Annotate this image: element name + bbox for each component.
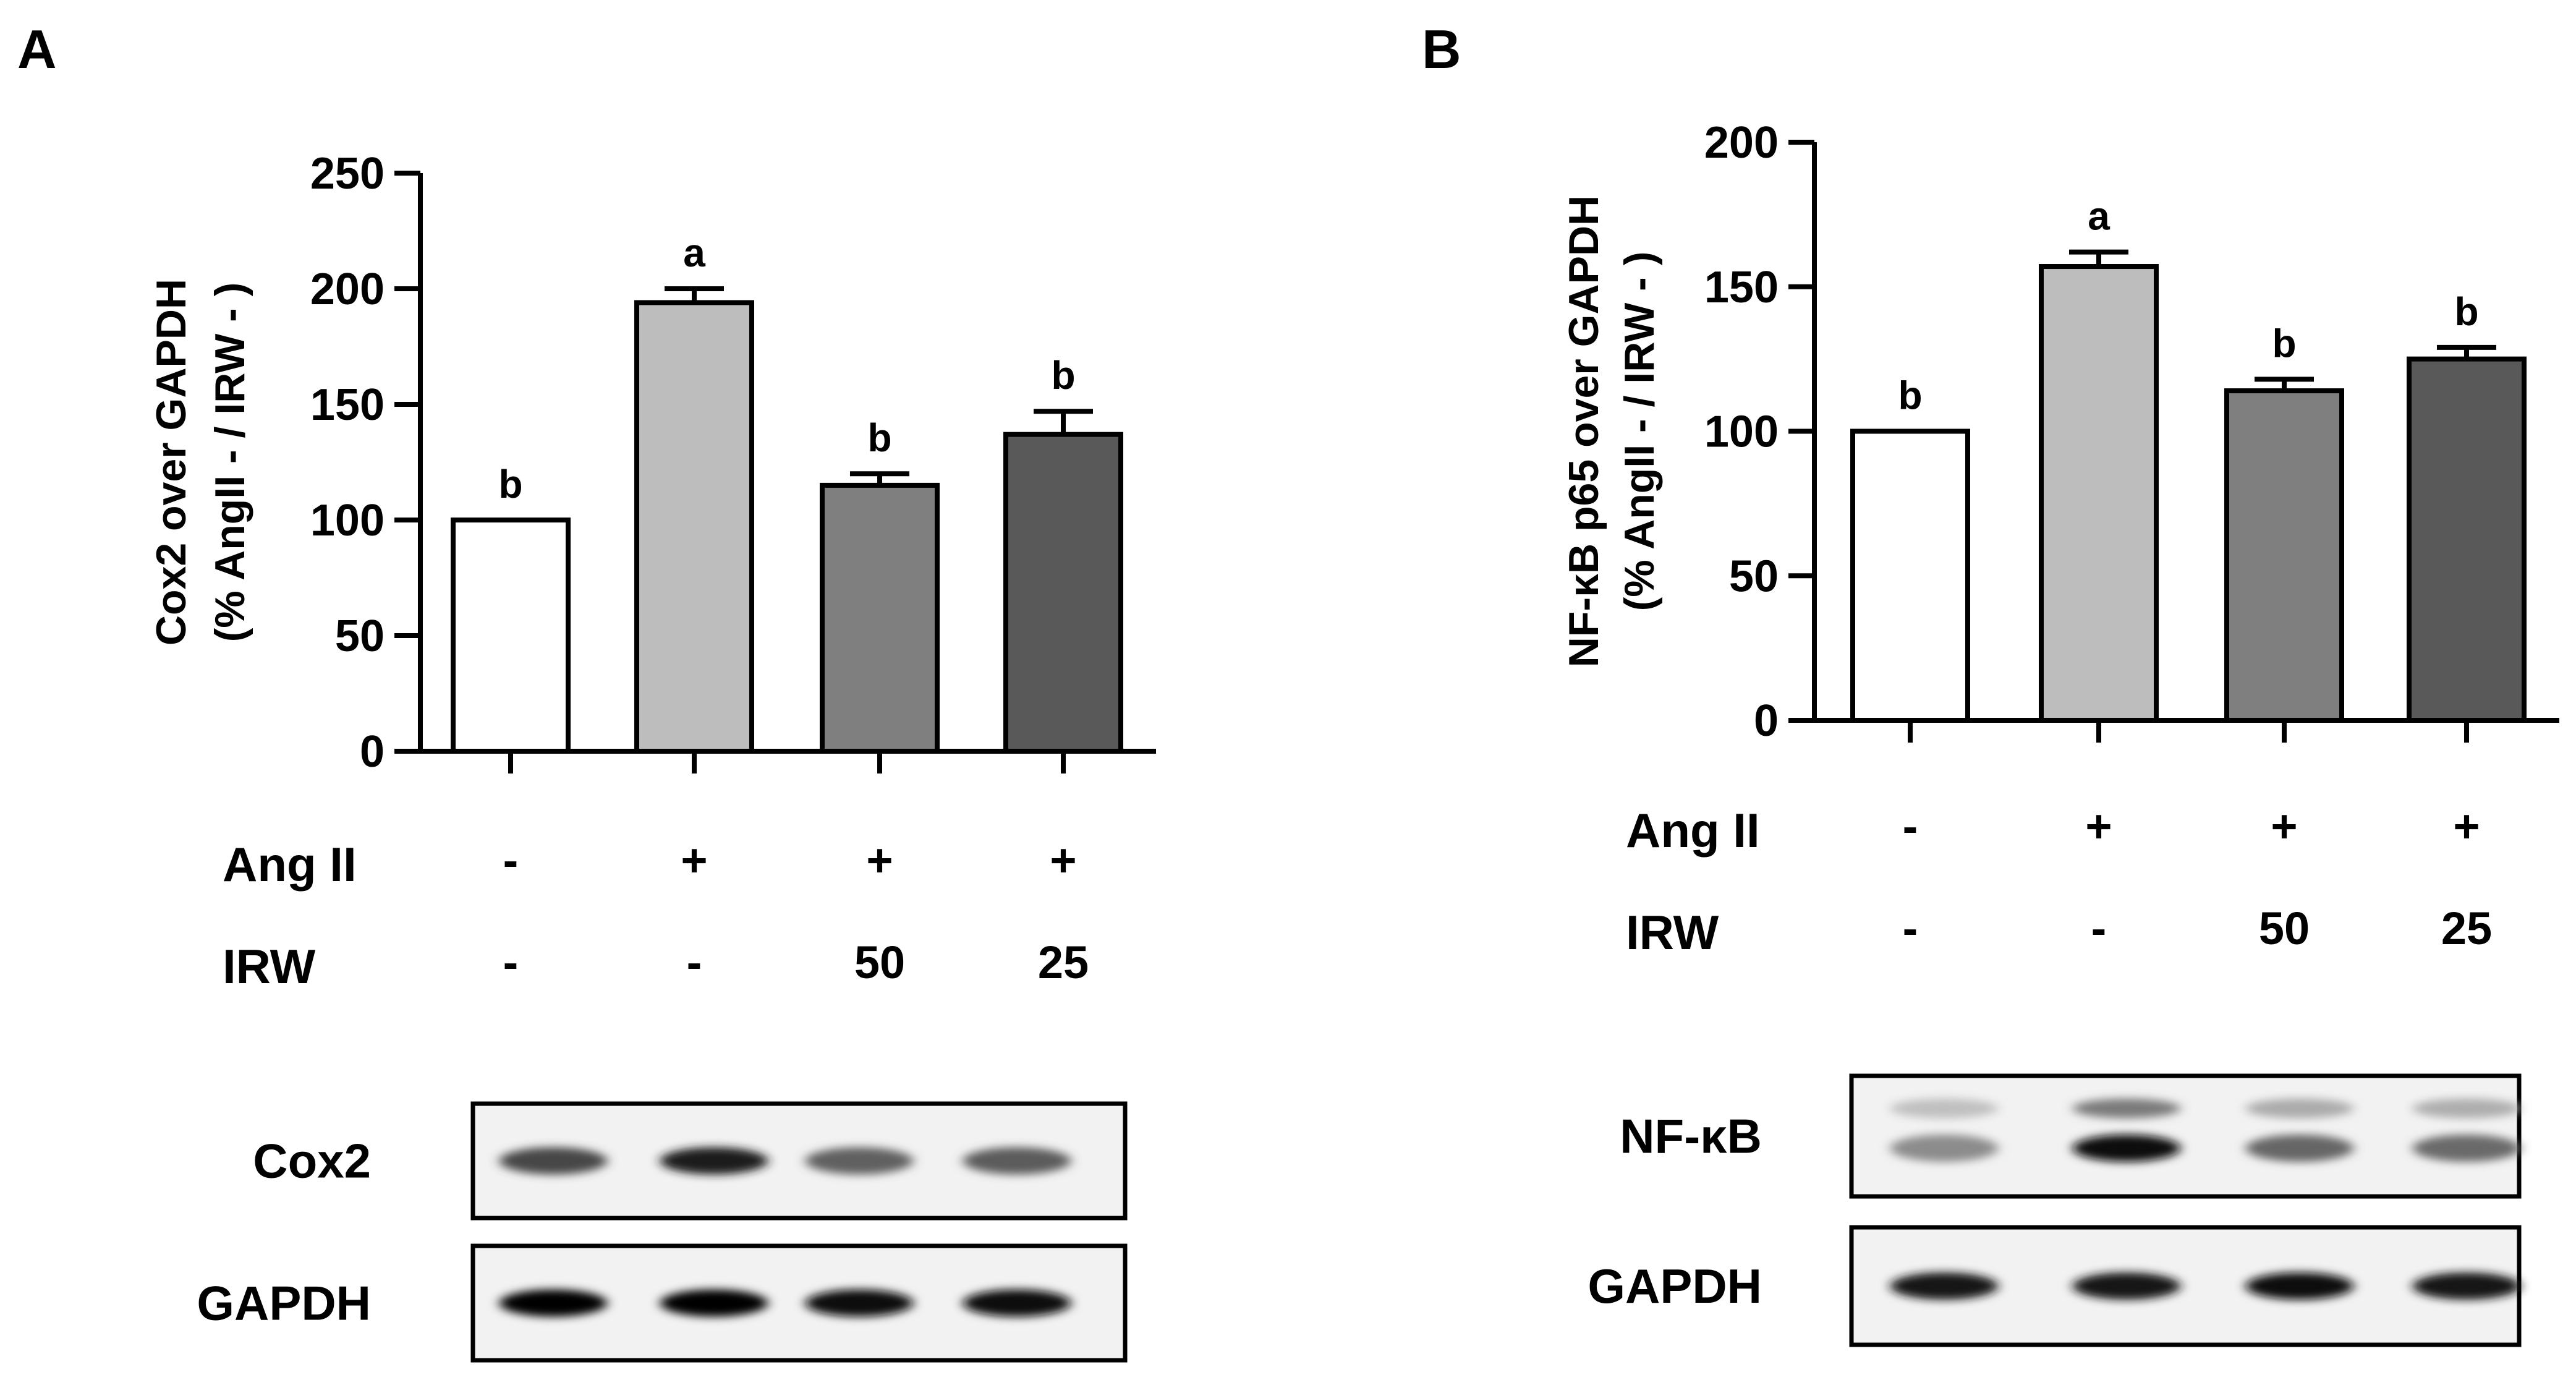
significance-letter: b — [867, 416, 891, 460]
significance-letter: b — [1898, 373, 1922, 418]
blot-label: GAPDH — [197, 1276, 371, 1331]
significance-letter: b — [1051, 353, 1075, 398]
bar — [1850, 428, 1970, 723]
blot-bands — [1890, 1272, 2521, 1300]
significance-letter: b — [2272, 321, 2296, 365]
treatment-value: - — [2091, 903, 2107, 954]
blot-strip: GAPDH — [1588, 1225, 2522, 1347]
blot-band — [499, 1147, 608, 1175]
blot-bands — [499, 1289, 1071, 1317]
treatment-label: Ang II — [223, 837, 357, 892]
blot-band — [2072, 1272, 2181, 1300]
blot-label: GAPDH — [1588, 1259, 1762, 1313]
treatment-value: - — [1903, 903, 1918, 954]
significance-letter: b — [2454, 289, 2478, 334]
treatment-value: - — [687, 937, 702, 988]
blot-band — [660, 1289, 768, 1317]
panel-letter: B — [1422, 19, 1461, 80]
treatment-value: - — [503, 835, 519, 886]
panel-a: A 0 50 100 150 200 250 Cox2 over GAPDH (% AngII … — [17, 19, 1156, 1363]
y-tick-label: 150 — [310, 380, 385, 430]
bar — [820, 482, 940, 754]
significance-letter: a — [683, 231, 705, 275]
treatment-value: 25 — [1038, 937, 1089, 988]
blot-band — [2245, 1098, 2354, 1119]
y-tick-label: 0 — [360, 727, 385, 777]
blot-band — [963, 1289, 1071, 1317]
y-axis-title-line: NF-κB p65 over GAPDH — [1560, 195, 1607, 667]
blot-label: Cox2 — [253, 1134, 371, 1188]
y-axis-title-line: (% AngII - / IRW - ) — [1616, 252, 1663, 612]
significance-letter: b — [498, 462, 522, 506]
blot-band — [2412, 1135, 2521, 1162]
treatment-value: 50 — [854, 937, 905, 988]
significance-letter: a — [2088, 194, 2110, 239]
blot-strip: NF-κB — [1620, 1073, 2522, 1199]
bar — [1003, 432, 1123, 754]
blot-band — [660, 1147, 768, 1175]
blot-band — [963, 1147, 1071, 1175]
y-tick-label: 150 — [1704, 263, 1779, 312]
blot-label: NF-κB — [1620, 1109, 1762, 1164]
y-tick-label: 0 — [1754, 696, 1779, 746]
treatment-label: Ang II — [1626, 803, 1760, 858]
bar — [2224, 388, 2344, 723]
blot-bands — [499, 1147, 1071, 1175]
treatment-value: + — [2453, 801, 2480, 852]
bar — [451, 518, 571, 754]
y-tick-label: 100 — [310, 496, 385, 545]
y-tick-label: 250 — [310, 149, 385, 198]
bar — [2039, 264, 2159, 723]
blot-band — [2412, 1272, 2521, 1300]
blot-strip: Cox2 — [253, 1101, 1128, 1221]
treatment-value: - — [503, 937, 519, 988]
treatment-value: + — [681, 835, 707, 886]
panel-b: B 0 50 100 150 200 NF-κB p65 over GAPDH (% AngI… — [1422, 19, 2559, 1347]
treatment-value: 25 — [2441, 903, 2492, 954]
blot-band — [1890, 1272, 1999, 1300]
panel-letter: A — [17, 19, 57, 80]
bar — [2407, 356, 2527, 723]
y-axis-title-line: Cox2 over GAPDH — [148, 279, 195, 646]
treatment-value: + — [2085, 801, 2112, 852]
treatment-value: 50 — [2259, 903, 2310, 954]
bar — [634, 300, 754, 754]
blot-bands — [1890, 1098, 2521, 1162]
blot-band — [2412, 1098, 2521, 1119]
y-tick-label: 200 — [310, 265, 385, 314]
y-tick-label: 50 — [335, 612, 385, 661]
y-axis-title-line: (% AngII - / IRW - ) — [206, 283, 253, 642]
blot-strip: GAPDH — [197, 1243, 1128, 1363]
y-tick-label: 100 — [1704, 407, 1779, 457]
y-tick-label: 200 — [1704, 118, 1779, 168]
blot-band — [2245, 1272, 2354, 1300]
treatment-value: + — [1050, 835, 1076, 886]
treatment-value: - — [1903, 801, 1918, 852]
blot-band — [1890, 1098, 1999, 1119]
blot-band — [805, 1289, 914, 1317]
blot-band — [1890, 1135, 1999, 1162]
blot-band — [805, 1147, 914, 1175]
treatment-label: IRW — [1626, 905, 1719, 960]
blot-band — [2072, 1135, 2181, 1162]
blot-band — [2245, 1135, 2354, 1162]
blot-band — [2072, 1098, 2181, 1119]
treatment-label: IRW — [223, 939, 316, 994]
y-tick-label: 50 — [1729, 552, 1779, 601]
treatment-value: + — [866, 835, 893, 886]
treatment-value: + — [2271, 801, 2297, 852]
blot-band — [499, 1289, 608, 1317]
